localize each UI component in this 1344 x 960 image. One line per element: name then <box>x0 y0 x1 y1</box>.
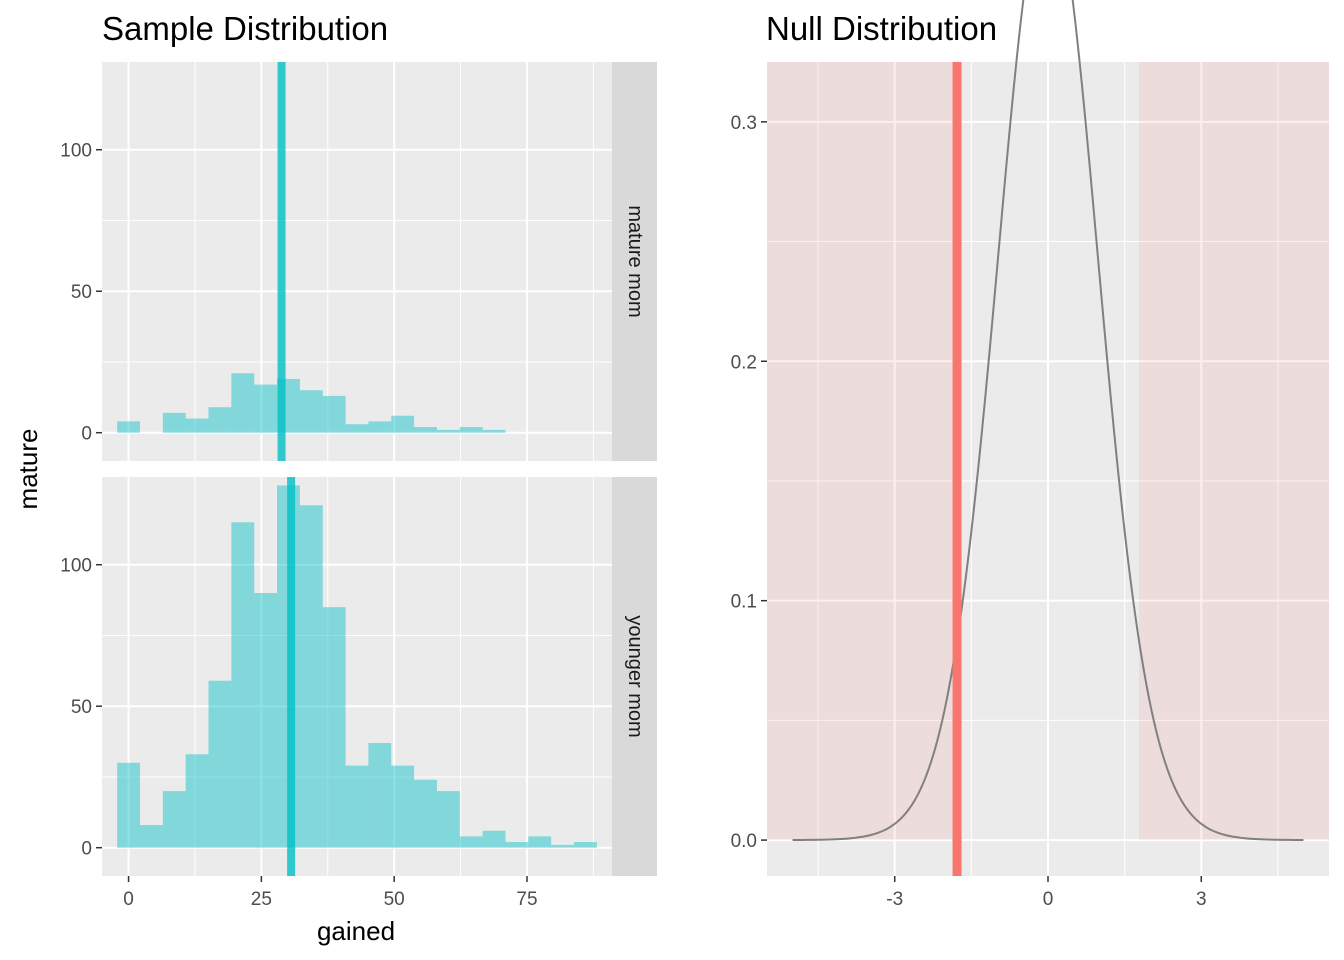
y-tick-label: 100 <box>60 556 92 577</box>
histogram-bar <box>459 427 483 433</box>
y-tick-label: 0 <box>81 839 92 860</box>
x-tick-label: 3 <box>1196 889 1207 910</box>
y-tick-label: 100 <box>60 141 92 162</box>
histogram-bar <box>299 505 323 848</box>
histogram-bar <box>345 765 369 848</box>
sample-x-axis: 0 25 50 75 <box>123 876 538 910</box>
x-tick-label: 25 <box>251 889 272 910</box>
sample-chart-title: Sample Distribution <box>102 10 388 47</box>
null-chart-title: Null Distribution <box>766 10 997 47</box>
histogram-bar <box>117 762 140 848</box>
y-tick-label: 50 <box>71 697 92 718</box>
y-tick-label: 50 <box>71 282 92 303</box>
histogram-bar <box>436 791 460 848</box>
histogram-bar <box>185 418 209 433</box>
histogram-bar <box>436 429 460 433</box>
histogram-bar <box>162 791 186 848</box>
null-distribution-panel: 0.0 0.1 0.2 0.3 -3 0 3 <box>731 0 1329 910</box>
y-tick-label: 0.3 <box>731 113 757 134</box>
mature-mom-panel: 0 50 100 mature mom <box>60 62 657 461</box>
histogram-bar <box>414 779 437 848</box>
histogram-bar <box>414 427 437 433</box>
histogram-bar <box>322 607 346 848</box>
histogram-bar <box>551 844 575 848</box>
x-tick-label: 50 <box>384 889 405 910</box>
y-tick-label: 0.1 <box>731 592 757 613</box>
histogram-bar <box>322 395 346 433</box>
histogram-bar <box>391 765 415 848</box>
facet-strip <box>612 477 657 876</box>
sample-y-axis-title: mature <box>13 429 43 510</box>
histogram-bar <box>368 421 392 433</box>
y-tick-label: 0.0 <box>731 831 757 852</box>
histogram-bar <box>528 836 552 848</box>
sample-x-axis-title: gained <box>317 916 395 946</box>
histogram-bar <box>574 842 597 848</box>
x-tick-label: 0 <box>123 889 134 910</box>
x-tick-label: 75 <box>516 889 537 910</box>
histogram-bar <box>482 830 506 848</box>
histogram-bar <box>299 390 323 433</box>
histogram-bar <box>139 825 163 848</box>
y-tick-label: 0.2 <box>731 352 757 373</box>
x-tick-label: 0 <box>1043 889 1054 910</box>
histogram-bar <box>254 593 278 848</box>
p-value-shade <box>1138 62 1329 841</box>
density-curve <box>792 0 1304 842</box>
younger-mom-panel: 0 50 100 younger mom <box>60 477 657 876</box>
histogram-bar <box>254 384 278 433</box>
y-tick-label: 0 <box>81 424 92 445</box>
histogram-bar <box>368 743 392 848</box>
histogram-bar <box>162 412 186 433</box>
x-tick-label: -3 <box>886 889 903 910</box>
histogram-bar <box>505 842 529 848</box>
facet-strip-label: younger mom <box>624 615 646 737</box>
histogram-bar <box>391 415 415 433</box>
histogram-bar <box>482 429 506 433</box>
histogram-bar <box>345 424 369 433</box>
panel-background <box>102 62 612 461</box>
histogram-bar <box>208 680 232 848</box>
histogram-bar <box>185 754 209 848</box>
facet-strip <box>612 62 657 461</box>
histogram-bar <box>208 407 232 433</box>
histogram-bar <box>117 421 140 433</box>
p-value-shade <box>767 62 958 841</box>
histogram-bar <box>459 836 483 848</box>
facet-strip-label: mature mom <box>624 205 646 317</box>
histogram-bar <box>231 373 255 433</box>
histogram-bar <box>231 522 255 848</box>
